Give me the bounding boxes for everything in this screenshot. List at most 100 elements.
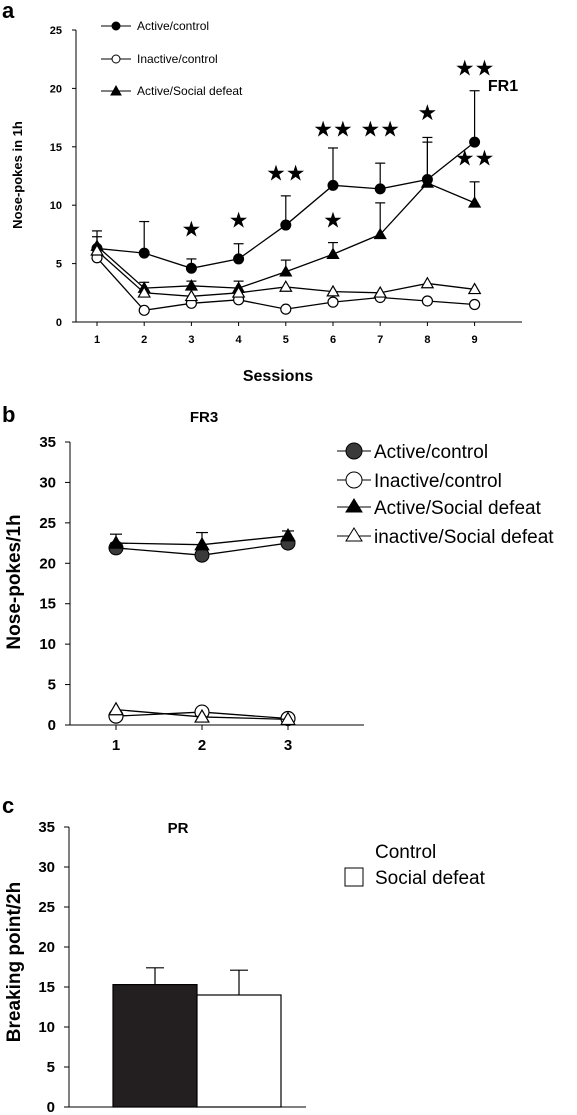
chart-a-point-series-3 [279,280,293,292]
chart-a-point-active-social-defeat [420,176,435,188]
chart-a-point-active-control [233,253,245,265]
chart-a-ytick-label: 20 [50,83,62,95]
chart-a-point-active-control [138,247,150,259]
chart-a-xtick-label: 1 [94,334,100,346]
chart-a-significance-star: ★ [323,207,343,232]
chart-c-ylabel: Breaking point/2h [4,882,25,1042]
chart-a-point-active-social-defeat [279,265,293,277]
chart-c-title: PR [168,820,189,837]
chart-c-ytick-label: 35 [38,819,55,836]
panel-letter-c: c [2,793,14,818]
chart-c-bar-social-defeat [196,994,282,1108]
chart-c-ytick-label: 30 [38,859,55,876]
chart-c-ytick-label: 15 [38,979,55,996]
chart-c-ytick-label: 5 [47,1059,55,1076]
chart-a-point-series-3 [137,285,151,298]
chart-a-significance-star: ★★ [455,145,494,170]
chart-a-legend: Active/control Inactive/control Active/S… [101,19,243,98]
chart-a-xtick-label: 9 [472,334,478,346]
chart-a-title: FR1 [488,78,518,95]
chart-a-ytick-label: 25 [50,25,62,37]
chart-a-point-active-control [374,183,386,195]
legend-b-label-inactive-social-defeat: inactive/Social defeat [374,527,554,548]
chart-b-point-inactive-social-defeat [108,701,124,716]
chart-a-xtick-label: 6 [330,334,336,346]
chart-a-point-active-social-defeat [467,196,482,208]
chart-a-point-inactive-control [280,303,292,315]
chart-b-legend: Active/control Inactive/control Active/S… [337,442,554,548]
chart-a-point-inactive-control [469,298,481,311]
chart-b-ytick-label: 25 [39,515,56,532]
legend-b-marker-inactive-control [345,471,363,489]
chart-a-xtick-label: 8 [424,334,430,346]
chart-b-ylabel: Nose-pokes/1h [4,514,25,649]
chart-a-significance-star: ★★ [266,161,305,186]
chart-c-legend: Control Social defeat [344,842,486,889]
chart-a-significance-star: ★★ [313,116,352,141]
chart-a-point-active-control [327,179,339,191]
chart-a-point-active-control [280,219,292,231]
chart-a-xtick-label: 7 [377,334,383,346]
chart-a-significance-star: ★ [418,100,438,125]
panel-letter-a: a [2,0,15,23]
chart-a-xlabel: Sessions [243,368,313,385]
chart-b-ytick-label: 35 [39,434,56,451]
chart-a-ytick-label: 15 [50,142,62,154]
chart-a-point-active-control [185,262,197,274]
chart-a-point-active-social-defeat [373,227,387,240]
chart-b-title: FR3 [190,409,218,426]
chart-c-ytick-label: 25 [38,899,55,916]
legend-b-marker-active-social-defeat [345,498,363,513]
chart-b-ytick-label: 0 [48,717,56,734]
chart-b-ytick-label: 5 [48,677,56,694]
legend-a-label-inactive-control: Inactive/control [137,52,218,66]
legend-c-swatch-social-defeat [344,867,364,887]
legend-a-marker-active-social-defeat [110,84,122,96]
chart-a-significance-star: ★ [229,207,249,232]
legend-b-label-active-control: Active/control [374,442,488,463]
chart-b-ytick-label: 15 [39,596,56,613]
legend-a-label-active-social-defeat: Active/Social defeat [137,84,243,98]
chart-a-point-inactive-control [327,296,339,308]
chart-a-point-series-3 [420,276,435,289]
legend-b-label-inactive-control: Inactive/control [374,471,502,492]
chart-a-significance-star: ★★ [360,116,399,141]
legend-a-marker-active-control [111,21,121,31]
legend-b-label-active-social-defeat: Active/Social defeat [374,498,542,519]
chart-a-significance-star: ★ [182,217,202,242]
chart-a-point-series-3 [184,289,199,302]
chart-b-ytick-label: 10 [39,636,56,653]
chart-a-xtick-label: 2 [141,334,147,346]
chart-a-ytick-label: 10 [50,200,62,212]
chart-a-point-inactive-control [421,295,433,307]
chart-a-xtick-label: 4 [236,334,243,346]
chart-c-ytick-label: 20 [38,939,55,956]
legend-b-marker-inactive-social-defeat [345,527,363,542]
legend-c-label-social-defeat: Social defeat [375,868,486,889]
chart-a-ytick-label: 5 [56,259,62,271]
chart-a-xtick-label: 5 [283,334,289,346]
chart-b-point-active-social-defeat [194,536,210,551]
chart-a-ylabel: Nose-pokes in 1h [10,121,25,229]
chart-b-xtick-label: 1 [112,737,120,754]
chart-b-ytick-label: 20 [39,555,56,572]
chart-b-point-inactive-social-defeat [280,711,296,726]
chart-a-point-series-3 [373,285,387,298]
chart-a-point-inactive-control [138,304,150,316]
chart-a-significance-star: ★★ [455,56,494,81]
chart-b-xtick-label: 3 [284,737,292,754]
legend-b-marker-active-control [345,442,363,460]
legend-c-label-control: Control [375,842,436,863]
chart-a-point-series-3 [467,282,482,295]
chart-a-point-active-control [469,136,481,148]
chart-b-xtick-label: 2 [198,737,206,754]
chart-a-ytick-label: 0 [56,317,62,329]
chart-a-xtick-label: 3 [188,334,194,346]
panel-letter-b: b [2,402,15,427]
chart-c-ytick-label: 10 [38,1019,55,1036]
legend-a-marker-inactive-control [111,54,121,64]
chart-a-point-series-3 [90,243,104,256]
chart-c-bar-control [112,983,198,1108]
